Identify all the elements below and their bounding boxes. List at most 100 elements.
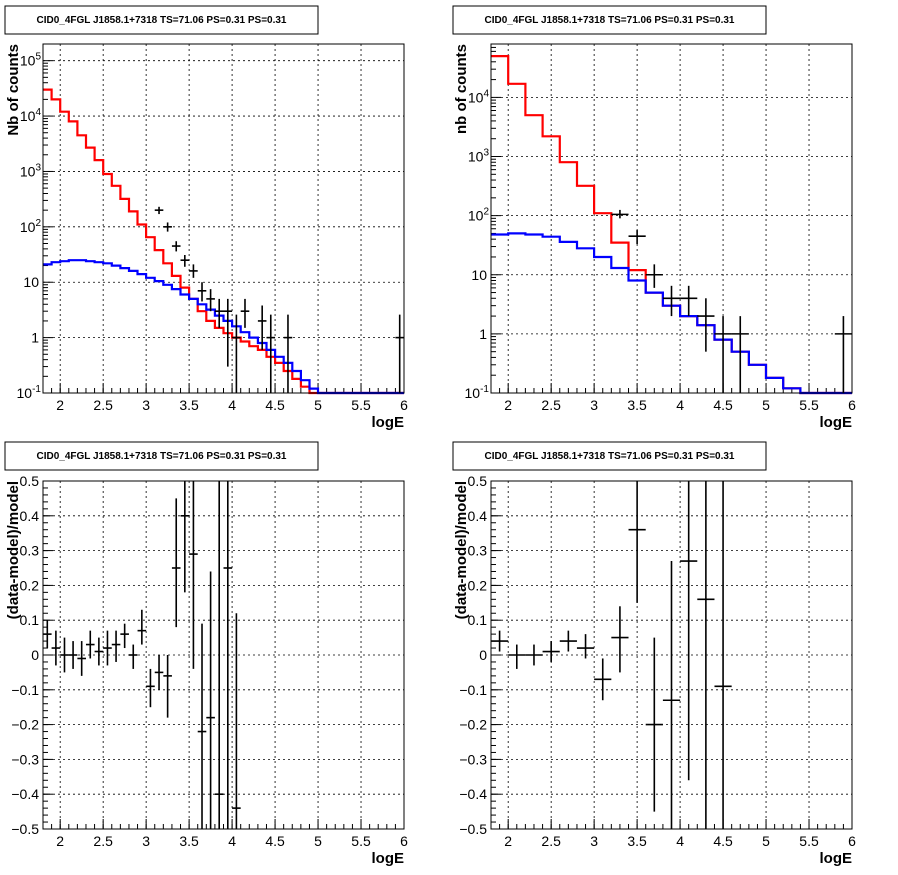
x-tick-label: 6: [400, 833, 408, 849]
chart-title: CID0_4FGL J1858.1+7318 TS=71.06 PS=0.31 …: [485, 451, 735, 462]
y-tick-label: 0.1: [20, 612, 40, 628]
plot-frame: [490, 43, 853, 394]
x-tick-label: 5.5: [351, 833, 371, 849]
y-tick-label: 0.3: [20, 543, 40, 559]
x-tick-label: 2.5: [93, 397, 113, 413]
x-tick-label: 3: [590, 833, 598, 849]
chart-title-box: [4, 441, 319, 471]
x-tick-label: 5.5: [351, 397, 371, 413]
y-tick-label: 103: [468, 148, 490, 165]
x-tick-label: 3.5: [179, 397, 199, 413]
y-tick-label: 102: [468, 207, 490, 224]
y-tick-label: 0.1: [468, 612, 488, 628]
x-tick-label: 4: [228, 397, 236, 413]
y-tick-label: 0: [31, 647, 39, 663]
x-axis-title: logE: [372, 414, 405, 431]
chart-title: CID0_4FGL J1858.1+7318 TS=71.06 PS=0.31 …: [37, 15, 287, 26]
plot-frame: [490, 480, 853, 830]
chart-panel-4: CID0_4FGL J1858.1+7318 TS=71.06 PS=0.31 …: [452, 441, 856, 867]
y-axis-title: (data-model)/model: [5, 481, 22, 619]
x-tick-label: 3.5: [627, 397, 647, 413]
y-tick-label: 10: [471, 267, 487, 283]
x-tick-label: 2.5: [541, 833, 561, 849]
x-tick-label: 4.5: [713, 397, 733, 413]
y-tick-label: 105: [20, 52, 42, 69]
x-tick-label: 3: [142, 833, 150, 849]
y-tick-label: 104: [468, 88, 490, 105]
plot-area: [491, 44, 852, 393]
x-tick-label: 5: [314, 397, 322, 413]
y-tick-label: 0.4: [468, 508, 488, 524]
x-tick-label: 2: [504, 833, 512, 849]
x-tick-label: 6: [848, 397, 856, 413]
y-axis-title: nb of counts: [453, 44, 470, 134]
chart-title-box: [452, 441, 767, 471]
y-axis-title: (data-model)/model: [453, 481, 470, 619]
y-tick-label: 0.5: [468, 473, 488, 489]
y-tick-label: −0.3: [459, 751, 487, 767]
x-tick-label: 4.5: [265, 833, 285, 849]
y-tick-label: 1: [31, 330, 39, 346]
x-tick-label: 4: [676, 397, 684, 413]
plot-frame: [42, 480, 405, 830]
chart-title: CID0_4FGL J1858.1+7318 TS=71.06 PS=0.31 …: [37, 451, 287, 462]
x-tick-label: 5.5: [799, 833, 819, 849]
x-tick-label: 5: [762, 397, 770, 413]
y-tick-label: 10-1: [465, 384, 490, 401]
chart-panel-2: CID0_4FGL J1858.1+7318 TS=71.06 PS=0.31 …: [452, 5, 856, 431]
x-tick-label: 2: [56, 833, 64, 849]
x-tick-label: 2: [504, 397, 512, 413]
x-tick-label: 6: [400, 397, 408, 413]
y-tick-label: 1: [479, 326, 487, 342]
x-tick-label: 3.5: [179, 833, 199, 849]
y-axis-title: Nb of counts: [5, 44, 22, 136]
y-tick-label: 10-1: [17, 384, 42, 401]
chart-panel-1: CID0_4FGL J1858.1+7318 TS=71.06 PS=0.31 …: [4, 5, 408, 431]
x-tick-label: 4: [228, 833, 236, 849]
x-tick-label: 2: [56, 397, 64, 413]
x-tick-label: 2.5: [541, 397, 561, 413]
y-tick-label: 10: [23, 274, 39, 290]
y-tick-label: 103: [20, 162, 42, 179]
y-tick-label: 0.2: [20, 577, 40, 593]
x-axis-title: logE: [820, 414, 853, 431]
x-tick-label: 4.5: [713, 833, 733, 849]
y-tick-label: 0.4: [20, 508, 40, 524]
chart-title-box: [4, 5, 319, 35]
y-tick-label: −0.2: [11, 717, 39, 733]
y-tick-label: 0: [479, 647, 487, 663]
x-tick-label: 5: [762, 833, 770, 849]
plot-frame: [42, 43, 405, 394]
chart-panel-3: CID0_4FGL J1858.1+7318 TS=71.06 PS=0.31 …: [4, 441, 408, 867]
x-axis-title: logE: [372, 850, 405, 867]
y-tick-label: −0.5: [11, 821, 39, 837]
y-tick-label: −0.5: [459, 821, 487, 837]
y-tick-label: 0.2: [468, 577, 488, 593]
x-tick-label: 3: [142, 397, 150, 413]
y-tick-label: −0.4: [11, 786, 39, 802]
x-axis-title: logE: [820, 850, 853, 867]
chart-title: CID0_4FGL J1858.1+7318 TS=71.06 PS=0.31 …: [485, 15, 735, 26]
x-tick-label: 3: [590, 397, 598, 413]
x-tick-label: 6: [848, 833, 856, 849]
x-tick-label: 4: [676, 833, 684, 849]
plot-area: [43, 44, 404, 393]
series-line-2: [491, 232, 852, 395]
y-tick-label: 102: [20, 218, 42, 235]
x-tick-label: 3.5: [627, 833, 647, 849]
chart-title-box: [452, 5, 767, 35]
y-tick-label: −0.1: [459, 682, 487, 698]
y-tick-label: −0.4: [459, 786, 487, 802]
y-tick-label: 0.3: [468, 543, 488, 559]
series-line-1: [43, 88, 404, 395]
x-tick-label: 4.5: [265, 397, 285, 413]
x-tick-label: 5: [314, 833, 322, 849]
x-tick-label: 2.5: [93, 833, 113, 849]
y-tick-label: −0.2: [459, 717, 487, 733]
y-tick-label: 0.5: [20, 473, 40, 489]
y-tick-label: −0.1: [11, 682, 39, 698]
series-line-2: [43, 259, 404, 395]
y-tick-label: 104: [20, 107, 42, 124]
